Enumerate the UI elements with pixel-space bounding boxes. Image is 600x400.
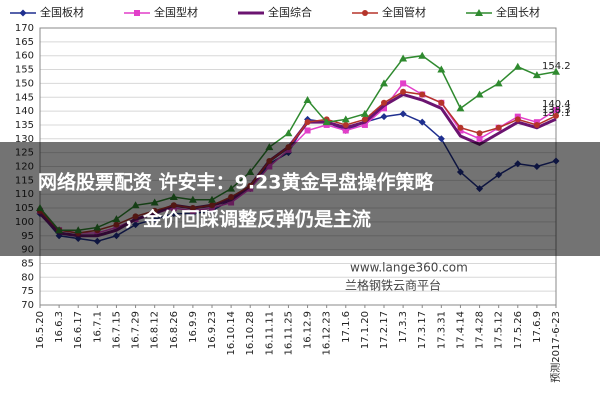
y-tick-label: 85 (21, 258, 34, 269)
point (418, 51, 427, 59)
point (438, 99, 445, 106)
point (437, 135, 445, 143)
x-tick-label: 16.7.1 (92, 311, 103, 343)
x-tick-label: 17.3.31 (436, 311, 447, 349)
point (552, 67, 560, 75)
x-tick-label: 16.6.3 (54, 311, 65, 343)
x-tick-label: 16.5.20 (35, 311, 46, 349)
point (322, 118, 331, 126)
point (553, 112, 559, 119)
y-tick-label: 170 (15, 23, 34, 34)
legend-marker (362, 10, 368, 16)
point (532, 71, 541, 79)
point (304, 119, 311, 126)
point (533, 121, 540, 128)
point (360, 109, 369, 117)
x-tick-label: 17.3.3 (398, 311, 409, 343)
x-tick-label: 17.5.12 (494, 311, 505, 349)
y-tick-label: 130 (15, 134, 34, 145)
point (418, 118, 426, 126)
x-tick-label: 16.11.11 (264, 311, 275, 356)
point (361, 116, 368, 123)
x-tick-label: 17.4.28 (475, 311, 486, 349)
x-tick-label: 16.6.17 (73, 311, 84, 349)
x-tick-label: 16.12.23 (322, 311, 333, 356)
banner-line: 网络股票配资 许安丰：9.23黄金早盘操作策略 (38, 171, 434, 194)
end-label: 138.3 (542, 105, 571, 116)
legend-label: 全国板材 (40, 5, 84, 19)
x-tick-label: 16.10.28 (245, 311, 256, 356)
point (400, 80, 407, 87)
x-tick-label: 16.9.9 (188, 311, 199, 343)
point (361, 121, 368, 128)
point (380, 113, 388, 121)
point (399, 54, 408, 62)
x-tick-label: 16.9.23 (207, 311, 218, 349)
legend-marker (475, 9, 483, 16)
y-tick-label: 135 (15, 120, 34, 131)
legend-marker (134, 10, 140, 16)
point (456, 104, 465, 112)
x-tick-label: 预测2017-6-23 (549, 311, 562, 383)
x-tick-label: 16.7.29 (131, 311, 142, 349)
y-tick-label: 155 (15, 65, 34, 76)
point (419, 91, 426, 98)
watermark: 兰格钢铁云商平台 (345, 278, 441, 293)
x-tick-label: 17.6.9 (532, 311, 543, 343)
x-tick-label: 16.7.15 (111, 311, 122, 349)
y-tick-label: 70 (21, 300, 34, 311)
point (284, 129, 293, 137)
y-tick-label: 150 (15, 78, 34, 89)
end-label: 154.2 (542, 61, 571, 72)
point (342, 121, 349, 128)
point (400, 88, 407, 95)
x-tick-label: 17.3.17 (417, 311, 428, 349)
point (495, 124, 502, 131)
x-tick-label: 16.8.26 (169, 311, 180, 349)
point (513, 62, 522, 70)
point (553, 106, 559, 113)
point (341, 115, 350, 123)
point (342, 127, 349, 134)
y-tick-label: 80 (21, 272, 34, 283)
banner (0, 142, 600, 256)
y-tick-label: 140 (15, 106, 34, 117)
y-tick-label: 165 (15, 37, 34, 48)
point (475, 90, 484, 98)
x-tick-label: 17.1.20 (360, 311, 371, 349)
point (381, 99, 387, 106)
x-tick-label: 17.5.26 (513, 311, 524, 349)
x-tick-label: 17.4.14 (455, 311, 466, 349)
x-tick-label: 17.1.6 (341, 311, 352, 343)
x-tick-label: 16.10.14 (226, 311, 237, 356)
end-label: 140.4 (542, 99, 571, 110)
x-tick-label: 16.11.25 (283, 311, 294, 356)
banner-line: ，金价回踩调整反弹仍是主流 (124, 208, 371, 231)
point (399, 110, 407, 118)
x-tick-label: 17.2.17 (379, 311, 390, 349)
point (514, 116, 521, 123)
x-tick-label: 16.12.9 (303, 311, 314, 349)
x-tick-label: 16.8.12 (150, 311, 161, 349)
y-tick-label: 160 (15, 51, 34, 62)
point (437, 65, 446, 73)
point (476, 135, 483, 142)
y-tick-label: 75 (21, 286, 34, 297)
point (494, 79, 503, 87)
point (304, 127, 311, 134)
y-tick-label: 145 (15, 92, 34, 103)
point (303, 96, 312, 104)
watermark: www.lange360.com (350, 261, 468, 275)
legend-marker (19, 9, 27, 17)
legend-label: 全国综合 (268, 5, 312, 19)
legend-label: 全国型材 (154, 5, 198, 19)
point (457, 124, 464, 131)
point (476, 130, 483, 137)
legend-label: 全国长材 (496, 5, 540, 19)
point (381, 105, 387, 112)
point (380, 79, 388, 87)
legend-label: 全国管材 (382, 5, 426, 19)
